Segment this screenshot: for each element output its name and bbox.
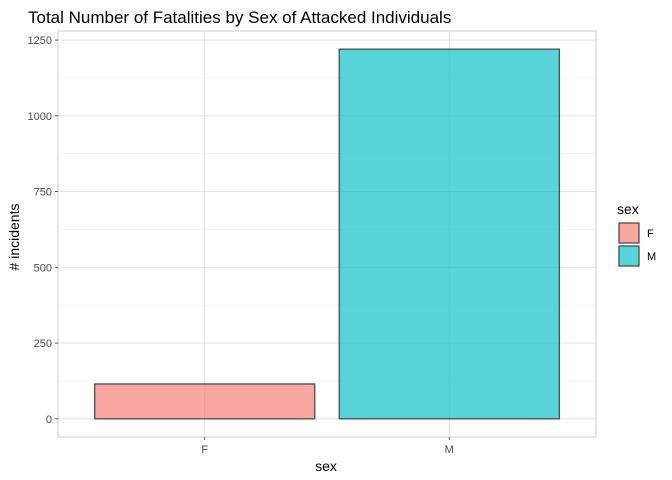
x-tick-label: M <box>445 444 454 456</box>
y-tick-label: 1250 <box>28 35 52 47</box>
legend-swatch-m <box>618 245 640 267</box>
legend-label-f: F <box>647 228 654 240</box>
legend-title: sex <box>617 201 639 217</box>
chart-title: Total Number of Fatalities by Sex of Att… <box>28 8 451 27</box>
y-tick-label: 500 <box>34 262 52 274</box>
y-axis-title: # incidents <box>6 204 22 271</box>
y-tick-label: 1000 <box>28 111 52 123</box>
legend-label-m: M <box>647 251 656 263</box>
legend-items: FM <box>618 222 656 267</box>
x-tick-label: F <box>201 444 208 456</box>
legend: sex FM <box>617 201 656 267</box>
legend-swatch-f <box>618 222 640 244</box>
x-axis-title: sex <box>315 458 337 474</box>
y-axis-ticks: 0 250 500 750 1000 1250 <box>28 35 58 426</box>
y-tick-label: 250 <box>34 338 52 350</box>
bar-f <box>94 383 316 420</box>
y-tick-label: 0 <box>46 414 52 426</box>
bar-m <box>338 48 560 420</box>
panel-border <box>57 30 597 438</box>
plot-area <box>57 30 597 438</box>
bars <box>94 48 560 420</box>
y-tick-label: 750 <box>34 187 52 199</box>
